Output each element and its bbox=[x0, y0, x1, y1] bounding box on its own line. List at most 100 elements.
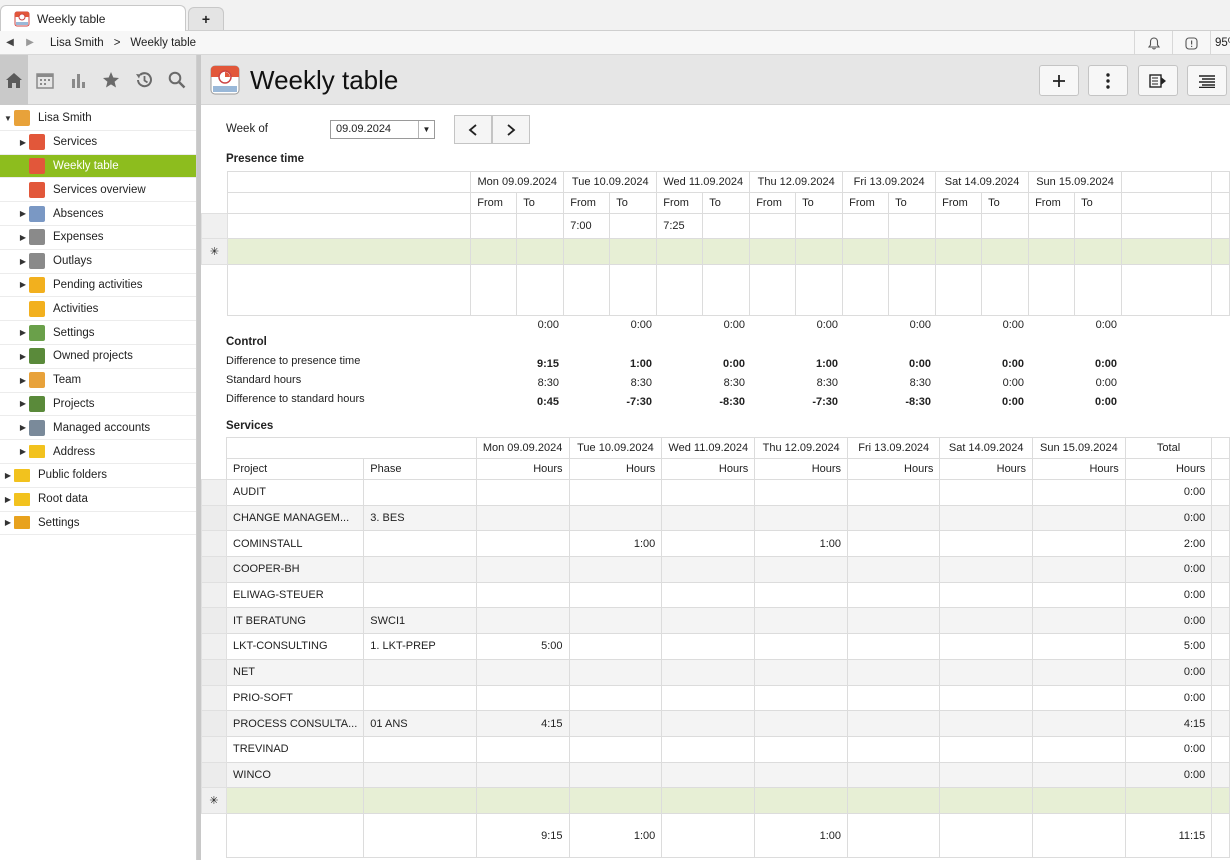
sidebar-item-pending-activities[interactable]: ▶ Pending activities bbox=[0, 274, 196, 298]
hours-cell[interactable] bbox=[568, 735, 663, 763]
hours-cell[interactable] bbox=[939, 761, 1033, 789]
sidebar-item-projects[interactable]: ▶ Projects bbox=[0, 393, 196, 417]
hours-cell[interactable] bbox=[1031, 607, 1126, 635]
hours-cell[interactable] bbox=[847, 530, 941, 558]
presence-time-cell[interactable] bbox=[981, 213, 1030, 239]
hours-cell[interactable] bbox=[939, 710, 1033, 737]
hours-cell[interactable] bbox=[1031, 556, 1126, 583]
week-date-select[interactable]: 09.09.2024 ▼ bbox=[330, 120, 435, 139]
new-row-cell[interactable] bbox=[939, 787, 1033, 815]
presence-time-cell[interactable]: 7:00 bbox=[563, 213, 611, 239]
calendar-icon[interactable] bbox=[28, 55, 61, 105]
phase-cell[interactable]: 1. LKT-PREP bbox=[363, 633, 477, 660]
project-cell[interactable]: CHANGE MANAGEM... bbox=[225, 504, 365, 532]
expand-right-icon[interactable]: ▶ bbox=[4, 518, 12, 528]
hours-cell[interactable] bbox=[939, 530, 1033, 558]
row-header[interactable] bbox=[201, 607, 227, 635]
sidebar-item-weekly-table[interactable]: Weekly table bbox=[0, 154, 196, 179]
hours-cell[interactable] bbox=[847, 581, 941, 609]
project-cell[interactable]: PROCESS CONSULTA... bbox=[225, 710, 365, 737]
zoom-level[interactable]: 95% bbox=[1210, 31, 1230, 55]
new-row-cell[interactable] bbox=[702, 238, 751, 265]
table-row[interactable]: NET 0:00 bbox=[201, 658, 1230, 686]
hours-cell[interactable] bbox=[475, 761, 570, 789]
hours-cell[interactable] bbox=[1031, 658, 1126, 686]
expand-right-icon[interactable]: ▶ bbox=[19, 209, 27, 219]
row-header[interactable] bbox=[201, 556, 227, 583]
sidebar-item-settings[interactable]: ▶ Settings bbox=[0, 321, 196, 345]
hours-cell[interactable] bbox=[661, 633, 756, 660]
hours-cell[interactable] bbox=[1031, 633, 1126, 660]
expand-right-icon[interactable]: ▶ bbox=[4, 494, 12, 504]
new-row-cell[interactable] bbox=[754, 787, 849, 815]
row-header[interactable] bbox=[201, 504, 227, 532]
phase-cell[interactable]: SWCI1 bbox=[363, 607, 477, 635]
row-header[interactable] bbox=[201, 530, 227, 558]
hours-cell[interactable] bbox=[661, 761, 756, 789]
next-week-button[interactable] bbox=[492, 115, 530, 144]
hours-cell[interactable] bbox=[847, 479, 941, 506]
new-row-cell[interactable] bbox=[609, 238, 658, 265]
new-row-marker[interactable]: ✳ bbox=[201, 787, 227, 815]
row-header[interactable] bbox=[201, 710, 227, 737]
hours-cell[interactable] bbox=[939, 479, 1033, 506]
sidebar-item-services[interactable]: ▶ Services bbox=[0, 131, 196, 155]
previous-week-button[interactable] bbox=[454, 115, 492, 144]
table-row[interactable]: ELIWAG-STEUER 0:00 bbox=[201, 581, 1230, 609]
table-row[interactable]: COMINSTALL 1:00 1:00 2:00 bbox=[201, 530, 1230, 558]
hours-cell[interactable] bbox=[847, 607, 941, 635]
forward-arrow-icon[interactable]: ▶ bbox=[26, 37, 34, 48]
new-row-marker[interactable]: ✳ bbox=[201, 238, 228, 265]
table-row[interactable]: TREVINAD 0:00 bbox=[201, 735, 1230, 763]
hours-cell[interactable] bbox=[847, 556, 941, 583]
hours-cell[interactable] bbox=[939, 735, 1033, 763]
hours-cell[interactable] bbox=[754, 684, 849, 712]
sidebar-item-address[interactable]: ▶ Address bbox=[0, 440, 196, 464]
row-header[interactable] bbox=[201, 633, 227, 660]
hours-cell[interactable]: 5:00 bbox=[475, 633, 570, 660]
hours-cell[interactable]: 1:00 bbox=[568, 530, 663, 558]
hours-cell[interactable] bbox=[754, 504, 849, 532]
hours-cell[interactable] bbox=[475, 684, 570, 712]
hours-cell[interactable] bbox=[939, 504, 1033, 532]
expand-down-icon[interactable]: ▼ bbox=[4, 113, 12, 123]
sidebar-splitter[interactable] bbox=[197, 55, 201, 860]
history-icon[interactable] bbox=[127, 55, 160, 105]
hours-cell[interactable] bbox=[661, 504, 756, 532]
table-row[interactable]: AUDIT 0:00 bbox=[201, 479, 1230, 506]
new-row-cell[interactable] bbox=[568, 787, 663, 815]
new-row-cell[interactable] bbox=[475, 787, 570, 815]
expand-right-icon[interactable]: ▶ bbox=[19, 375, 27, 385]
hours-cell[interactable] bbox=[939, 658, 1033, 686]
hours-cell[interactable] bbox=[1031, 530, 1126, 558]
row-header[interactable] bbox=[201, 684, 227, 712]
presence-time-cell[interactable] bbox=[935, 213, 983, 239]
expand-right-icon[interactable]: ▶ bbox=[19, 351, 27, 361]
row-header[interactable] bbox=[201, 761, 227, 789]
table-row[interactable]: PRIO-SOFT 0:00 bbox=[201, 684, 1230, 712]
phase-column-header[interactable]: Phase bbox=[363, 458, 477, 480]
new-row-cell[interactable] bbox=[470, 238, 518, 265]
new-row-cell[interactable] bbox=[225, 787, 365, 815]
project-cell[interactable]: WINCO bbox=[225, 761, 365, 789]
presence-row-label[interactable] bbox=[226, 213, 472, 239]
presence-time-cell[interactable] bbox=[470, 213, 518, 239]
hours-cell[interactable] bbox=[475, 607, 570, 635]
sidebar-item-settings[interactable]: ▶ Settings bbox=[0, 512, 196, 536]
chevron-down-icon[interactable]: ▼ bbox=[418, 121, 434, 138]
hours-cell[interactable] bbox=[568, 479, 663, 506]
hours-cell[interactable] bbox=[939, 684, 1033, 712]
breadcrumb-page[interactable]: Weekly table bbox=[130, 36, 197, 49]
hours-cell[interactable] bbox=[475, 735, 570, 763]
row-header[interactable] bbox=[201, 581, 227, 609]
project-cell[interactable]: PRIO-SOFT bbox=[225, 684, 365, 712]
sidebar-item-managed-accounts[interactable]: ▶ Managed accounts bbox=[0, 416, 196, 441]
phase-cell[interactable] bbox=[363, 761, 477, 789]
hours-cell[interactable] bbox=[568, 556, 663, 583]
hours-cell[interactable] bbox=[661, 607, 756, 635]
row-header[interactable] bbox=[201, 213, 228, 239]
table-row[interactable]: LKT-CONSULTING 1. LKT-PREP 5:00 5:00 bbox=[201, 633, 1230, 660]
sidebar-item-root-data[interactable]: ▶ Root data bbox=[0, 488, 196, 512]
hours-cell[interactable] bbox=[1031, 684, 1126, 712]
search-icon[interactable] bbox=[160, 55, 193, 105]
